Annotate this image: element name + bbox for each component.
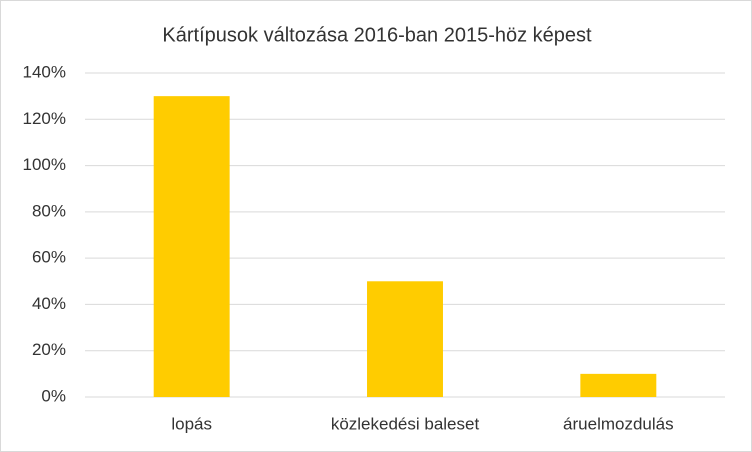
y-tick-label: 80% <box>32 201 66 220</box>
y-tick-label: 40% <box>32 294 66 313</box>
y-tick-label: 100% <box>23 155 66 174</box>
x-tick-label: lopás <box>171 414 212 433</box>
y-tick-label: 60% <box>32 248 66 267</box>
y-tick-label: 20% <box>32 340 66 359</box>
y-tick-label: 120% <box>23 109 66 128</box>
bar <box>153 96 230 398</box>
x-tick-label: közlekedési baleset <box>331 414 480 433</box>
y-tick-label: 0% <box>41 386 66 405</box>
y-tick-label: 140% <box>23 62 66 81</box>
chart-title: Kártípusok változása 2016-ban 2015-höz k… <box>162 24 592 46</box>
bar <box>367 281 443 397</box>
x-tick-label: áruelmozdulás <box>563 414 674 433</box>
bar <box>580 373 657 397</box>
